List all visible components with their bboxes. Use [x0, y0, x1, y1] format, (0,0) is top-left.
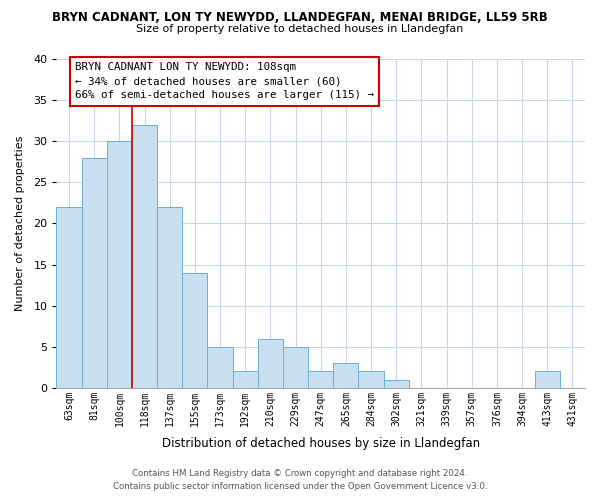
Bar: [157, 207, 182, 388]
Text: BRYN CADNANT, LON TY NEWYDD, LLANDEGFAN, MENAI BRIDGE, LL59 5RB: BRYN CADNANT, LON TY NEWYDD, LLANDEGFAN,…: [52, 11, 548, 24]
Bar: [358, 372, 383, 388]
Text: Size of property relative to detached houses in Llandegfan: Size of property relative to detached ho…: [136, 24, 464, 34]
Bar: [82, 158, 107, 388]
Bar: [56, 207, 82, 388]
Bar: [182, 273, 208, 388]
Bar: [383, 380, 409, 388]
Bar: [107, 141, 132, 388]
Bar: [132, 125, 157, 388]
Y-axis label: Number of detached properties: Number of detached properties: [15, 136, 25, 311]
Bar: [308, 372, 334, 388]
Bar: [208, 347, 233, 388]
Text: Contains HM Land Registry data © Crown copyright and database right 2024.
Contai: Contains HM Land Registry data © Crown c…: [113, 469, 487, 491]
Bar: [258, 338, 283, 388]
Bar: [334, 363, 358, 388]
X-axis label: Distribution of detached houses by size in Llandegfan: Distribution of detached houses by size …: [161, 437, 480, 450]
Bar: [535, 372, 560, 388]
Bar: [233, 372, 258, 388]
Bar: [283, 347, 308, 388]
Text: BRYN CADNANT LON TY NEWYDD: 108sqm
← 34% of detached houses are smaller (60)
66%: BRYN CADNANT LON TY NEWYDD: 108sqm ← 34%…: [75, 62, 374, 100]
